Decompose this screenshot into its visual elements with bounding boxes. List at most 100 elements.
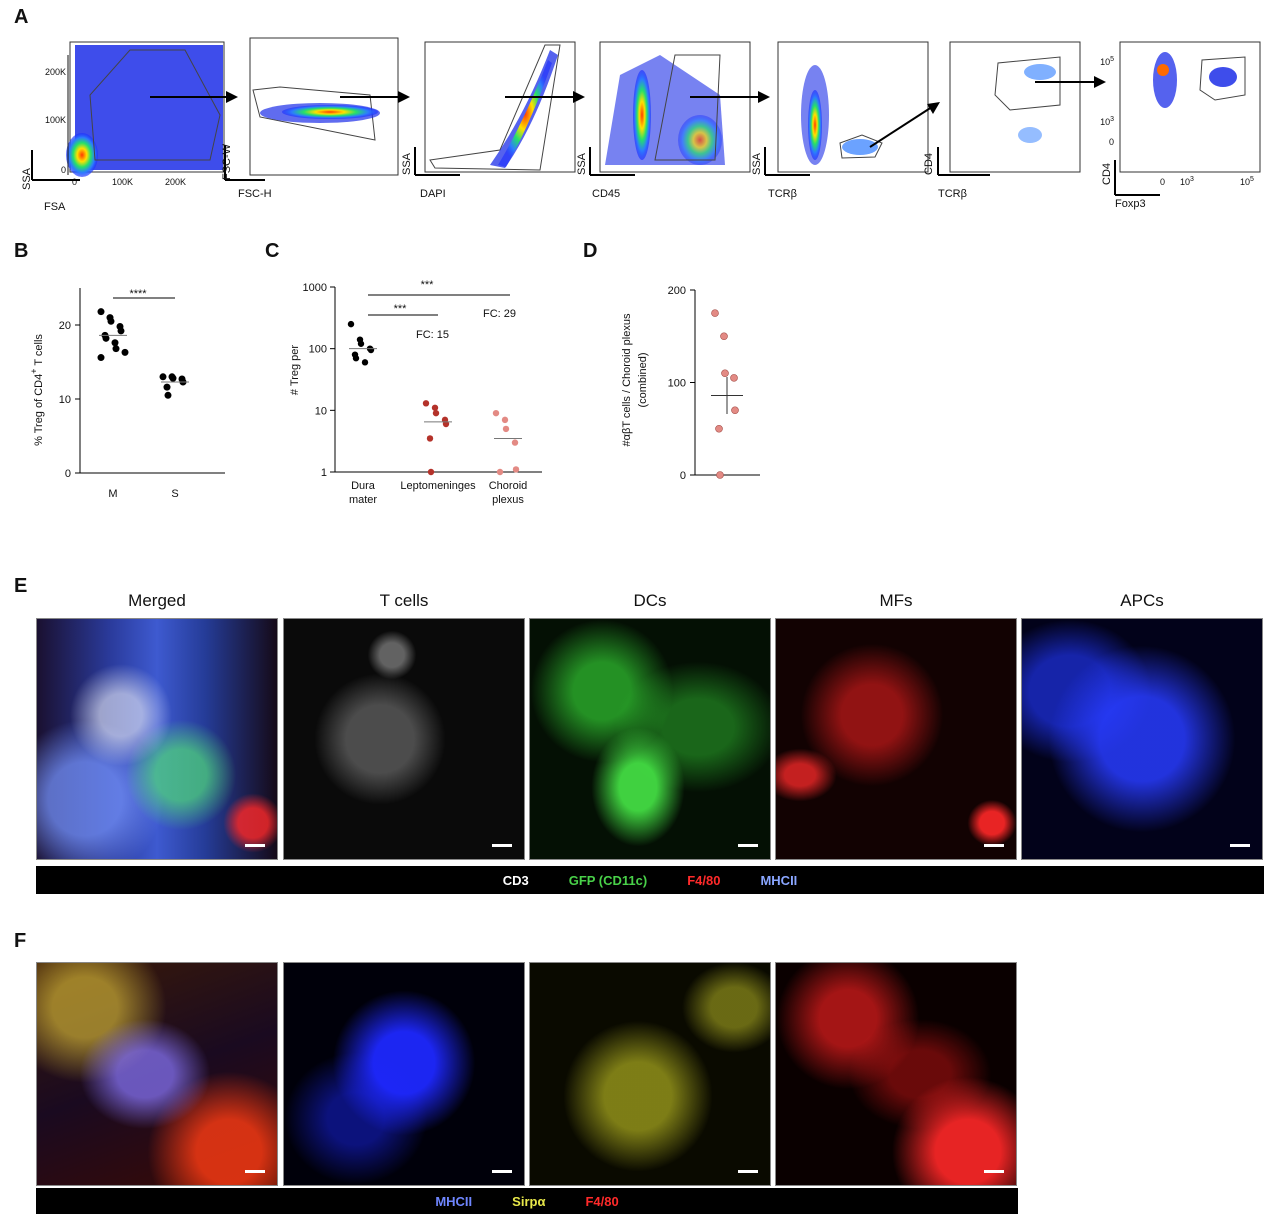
ylabel-c: # Treg per [289,345,301,395]
legend-f-mhcii: MHCII [435,1193,473,1209]
legend-f: MHCII Sirpα F4/80 [36,1188,1018,1214]
data-point [716,471,724,479]
data-point [422,400,430,407]
y-tick-label: 1000 [303,282,327,294]
legend-mhcii: MHCII [760,872,798,888]
panel-d-label: D [583,240,598,262]
data-point [107,317,115,325]
flow-plot-cd4-tcrb: CD4 TCRβ [923,41,1081,200]
title-merged: Merged [128,591,186,610]
flow-gating-strip: 200K 100K 0 0 100K 200K SSA FSA FSC-W FS… [21,37,1261,213]
axis-xlabel: TCRβ [938,188,967,200]
data-point [730,374,738,382]
y-tick-label: 100 [309,344,327,356]
ylabel-d-2: (combined) [637,352,649,407]
axis-ylabel: SSA [576,152,588,175]
x-tick-label: Choroid [489,480,528,492]
micrograph-mfs [775,618,1017,860]
data-point [159,373,167,381]
micrograph-f-f480 [775,962,1017,1186]
panel-f-label: F [14,930,27,952]
axis-xlabel: Foxp3 [1115,198,1146,210]
data-point [361,359,369,366]
data-point [111,339,119,347]
flow-plot-ssa-fsa: 200K 100K 0 0 100K 200K SSA FSA [21,41,225,213]
data-point [496,468,504,476]
legend-f-f480: F4/80 [585,1193,619,1209]
y-tick-label: 20 [59,320,71,332]
data-point [511,439,519,446]
panel-a-label: A [14,6,29,28]
axis-ylabel: FSC-W [221,143,233,180]
ylabel-d-1: #αβT cells / Choroid plexus [621,313,633,446]
xtick-0: 0 [72,177,77,187]
data-point [367,346,375,354]
data-point [721,369,729,378]
axis-xlabel: TCRβ [768,188,797,200]
legend-f-sirpa: Sirpα [512,1193,546,1209]
ytick-10e5: 105 [1100,56,1114,67]
tick-0: 0 [61,165,66,175]
data-point [731,406,739,415]
x-tick-label: M [108,488,117,500]
micrograph-dcs [529,618,771,860]
data-point [715,424,723,433]
data-point [163,383,171,391]
ytick-0: 0 [1109,137,1114,147]
xtick-0: 0 [1160,177,1165,187]
data-point [427,468,435,476]
title-mfs: MFs [879,591,913,610]
y-tick-label: 100 [668,378,686,390]
tick-200k: 200K [45,67,66,77]
y-tick-label: 1 [321,467,327,479]
micrograph-t-cells [283,618,525,860]
y-tick-label: 200 [668,285,686,297]
tick-100k: 100K [45,115,66,125]
flow-plot-ssa-tcrb: SSA TCRβ [751,41,929,200]
chart-d: #αβT cells / Choroid plexus (combined) 0… [621,285,760,482]
x-tick-label: plexus [492,494,524,506]
sig-c-2: *** [421,279,435,291]
legend-f480: F4/80 [687,872,721,888]
axis-xlabel: FSA [44,201,66,213]
micrograph-f-sirpa [529,962,771,1186]
axis-ylabel: SSA [21,167,33,190]
data-point [112,345,120,353]
y-tick-label: 10 [59,394,71,406]
axis-ylabel: SSA [751,152,763,175]
xtick-200k: 200K [165,177,186,187]
panel-c-label: C [265,240,280,262]
axis-xlabel: CD45 [592,188,620,200]
title-dcs: DCs [633,591,667,610]
panel-b-label: B [14,240,29,262]
title-t-cells: T cells [379,591,429,610]
y-tick-label: 10 [315,405,327,417]
data-point [121,348,129,356]
x-tick-label: Leptomeninges [400,480,476,492]
chart-b: % Treg of CD4+ T cells **** 0 10 20 M S [29,288,225,500]
ytick-10e3: 103 [1100,116,1114,127]
xtick-10e5: 105 [1240,176,1254,187]
data-point [102,334,110,342]
legend-e: CD3 GFP (CD11c) F4/80 MHCII [36,866,1264,894]
data-point [432,409,440,417]
data-point [431,404,439,411]
flow-plot-fscw-fsch: FSC-W FSC-H [221,37,399,200]
x-tick-label: Dura [351,480,376,492]
micrograph-f-merged [36,962,278,1186]
flow-plot-cd4-foxp3: 105 103 0 0 103 105 CD4 Foxp3 [1100,41,1261,210]
data-point [492,409,500,417]
fc-15: FC: 15 [416,329,449,341]
data-point [97,308,105,316]
legend-cd3: CD3 [502,872,529,888]
fc-29: FC: 29 [483,308,516,320]
data-point [357,340,365,347]
xtick-10e3: 103 [1180,176,1194,187]
flow-plot-ssa-dapi: SSA DAPI [401,41,576,200]
axis-ylabel: CD4 [1101,163,1113,185]
data-point [501,416,509,424]
micrograph-merged [36,618,278,860]
x-tick-label: mater [349,494,377,506]
data-point [426,435,434,442]
ylabel-b: % Treg of CD4+ T cells [29,334,45,446]
